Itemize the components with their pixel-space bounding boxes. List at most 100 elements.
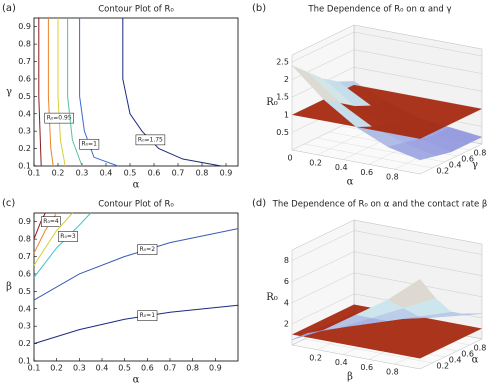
- y-tick-label: 0.5: [18, 287, 31, 296]
- x-tick-label: 0.3: [76, 169, 89, 178]
- grid-line: [291, 251, 483, 282]
- z-tick-label: 0.5: [276, 128, 289, 137]
- contour-label-box: [41, 216, 61, 227]
- y-tick-label: 0.8: [474, 149, 487, 158]
- x-tick-label: 0.7: [164, 364, 177, 373]
- y-tick-label: 0.2: [436, 167, 449, 176]
- x-tick-label: 0.6: [360, 168, 373, 177]
- x-tick-label: 0.8: [196, 169, 209, 178]
- x-tick-label: 0.1: [28, 169, 41, 178]
- x-tick-label: 0.5: [124, 169, 137, 178]
- x-tick-label: 0.2: [50, 364, 63, 373]
- y-tick-label: 0.5: [18, 92, 31, 101]
- x-tick-label: 0.4: [335, 358, 348, 367]
- x-tick-label: 0.8: [386, 173, 399, 182]
- contour-label: R₀=1: [137, 310, 158, 321]
- panel-label: (b): [252, 3, 266, 14]
- contour-label-box: [135, 134, 166, 146]
- grid-line: [291, 49, 483, 80]
- contour-label-box: [58, 231, 78, 242]
- x-axis-label: α: [133, 180, 140, 191]
- grid-line: [291, 272, 483, 304]
- y-tick-label: 0.9: [18, 217, 31, 226]
- x-tick-label: 0.6: [141, 364, 154, 373]
- contour-label-text: R₀=4: [43, 218, 59, 225]
- grid-line: [291, 230, 483, 261]
- plane: [292, 304, 482, 359]
- surface-cell: [387, 142, 437, 161]
- z-tick-label: 1: [284, 110, 289, 119]
- chart-title: The Dependence of R₀ on α and the contac…: [272, 200, 488, 210]
- contour-label-box: [44, 112, 74, 124]
- z-axis-label: R₀: [266, 292, 278, 303]
- z-tick-label: 2: [284, 75, 289, 84]
- y-axis-label: β: [6, 282, 12, 293]
- panel-label: (c): [2, 198, 15, 209]
- y-tick-label: 0.8: [474, 344, 487, 353]
- y-tick-label: 0.3: [18, 127, 31, 136]
- x-tick-label: 0.6: [148, 169, 161, 178]
- grid-line: [304, 143, 433, 169]
- y-tick-label: 0.2: [436, 362, 449, 371]
- x-tick-label: 0.2: [309, 158, 322, 167]
- z-tick-label: 2: [284, 319, 289, 328]
- y-tick-label: 0.6: [18, 269, 31, 278]
- z-tick-label: 4: [284, 298, 289, 307]
- contour-label: R₀=3: [58, 231, 78, 242]
- x-tick-label: 0.7: [172, 169, 185, 178]
- x-tick-label: 0.4: [100, 169, 113, 178]
- z-axis-label: R₀: [266, 97, 278, 108]
- x-axis-label: α: [347, 177, 354, 188]
- z-tick-label: 2.5: [276, 58, 289, 67]
- x-tick-label: 0: [287, 154, 292, 163]
- x-tick-label: 0.3: [73, 364, 86, 373]
- chart-title: Contour Plot of R₀: [98, 5, 174, 15]
- y-tick-label: 0.6: [18, 74, 31, 83]
- y-tick-label: 0.9: [18, 22, 31, 31]
- panel-label: (a): [2, 3, 16, 14]
- y-tick-label: 0.2: [18, 144, 31, 153]
- contour-label-box: [79, 138, 100, 150]
- y-tick-label: 0.3: [18, 322, 31, 331]
- contour-line: [122, 18, 222, 167]
- grid-line: [291, 119, 355, 151]
- y-axis-label: γ: [472, 160, 478, 171]
- contour-line: [33, 304, 239, 345]
- contour-label: R₀=1.75: [135, 134, 166, 146]
- y-tick-label: 0.7: [18, 252, 31, 261]
- y-axis-label: γ: [6, 87, 12, 98]
- contour-label-box: [137, 244, 158, 255]
- y-tick-label: 0.8: [18, 40, 31, 49]
- panel-label: (d): [252, 198, 266, 209]
- y-tick-label: 0.6: [461, 350, 474, 359]
- contour-label-text: R₀=1.75: [138, 136, 163, 143]
- x-tick-label: 0.9: [209, 364, 222, 373]
- contour-line: [33, 212, 73, 266]
- y-tick-label: 0.1: [18, 357, 31, 366]
- x-tick-label: 0.6: [360, 363, 373, 372]
- y-tick-label: 0.4: [18, 109, 31, 118]
- x-axis-label: β: [347, 372, 353, 383]
- x-tick-label: 0.2: [52, 169, 65, 178]
- contour-line: [67, 18, 83, 167]
- x-tick-label: 0.9: [220, 169, 233, 178]
- contour-label-text: R₀=2: [140, 246, 156, 253]
- contour-label-text: R₀=1: [81, 141, 97, 148]
- chart-title: The Dependence of R₀ on α and γ: [307, 5, 451, 15]
- z-tick-label: 8: [284, 256, 289, 265]
- x-tick-label: 0.2: [309, 353, 322, 362]
- y-tick-label: 0.2: [18, 339, 31, 348]
- contour-label: R₀=2: [137, 244, 158, 255]
- y-tick-label: 0.8: [18, 235, 31, 244]
- y-axis-label: α: [472, 355, 479, 366]
- contour-label: R₀=0.95: [44, 112, 74, 124]
- contour-label-box: [137, 310, 158, 321]
- contour-label: R₀=4: [41, 216, 61, 227]
- contour-label-text: R₀=1: [140, 312, 156, 319]
- contour-line: [33, 212, 46, 240]
- y-tick-label: 0.4: [18, 304, 31, 313]
- x-tick-label: 0.5: [118, 364, 131, 373]
- z-tick-label: 6: [284, 277, 289, 286]
